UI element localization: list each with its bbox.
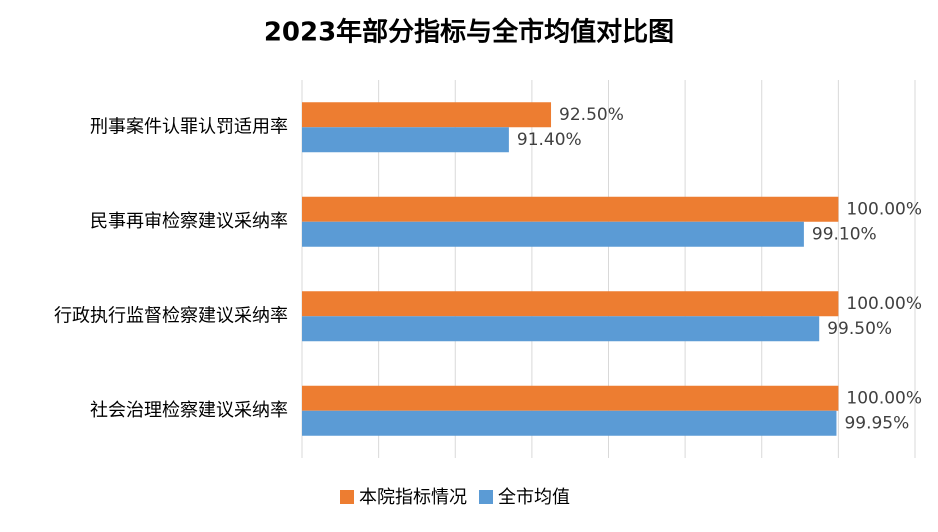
bar [302,410,837,436]
bar [302,196,839,222]
data-label: 100.00% [846,199,922,219]
bar [302,385,839,411]
bar [302,221,804,247]
y-tick-label: 民事再审检察建议采纳率 [90,211,288,232]
data-label: 91.40% [517,130,582,150]
bar [302,316,820,342]
data-label: 100.00% [846,294,922,314]
data-label: 100.00% [846,388,922,408]
legend-swatch [479,490,493,504]
chart-title: 2023年部分指标与全市均值对比图 [264,17,674,48]
data-label: 99.95% [844,413,909,433]
y-tick-label: 刑事案件认罪认罚适用率 [90,116,288,137]
legend-label: 全市均值 [498,487,570,508]
bar [302,291,839,317]
data-label: 99.10% [812,224,877,244]
y-tick-label: 社会治理检察建议采纳率 [90,400,288,421]
bar [302,127,509,153]
legend-swatch [340,490,354,504]
y-tick-label: 行政执行监督检察建议采纳率 [54,305,288,326]
bar [302,102,552,128]
data-label: 99.50% [827,319,892,339]
legend-label: 本院指标情况 [359,487,467,508]
data-label: 92.50% [559,105,624,125]
